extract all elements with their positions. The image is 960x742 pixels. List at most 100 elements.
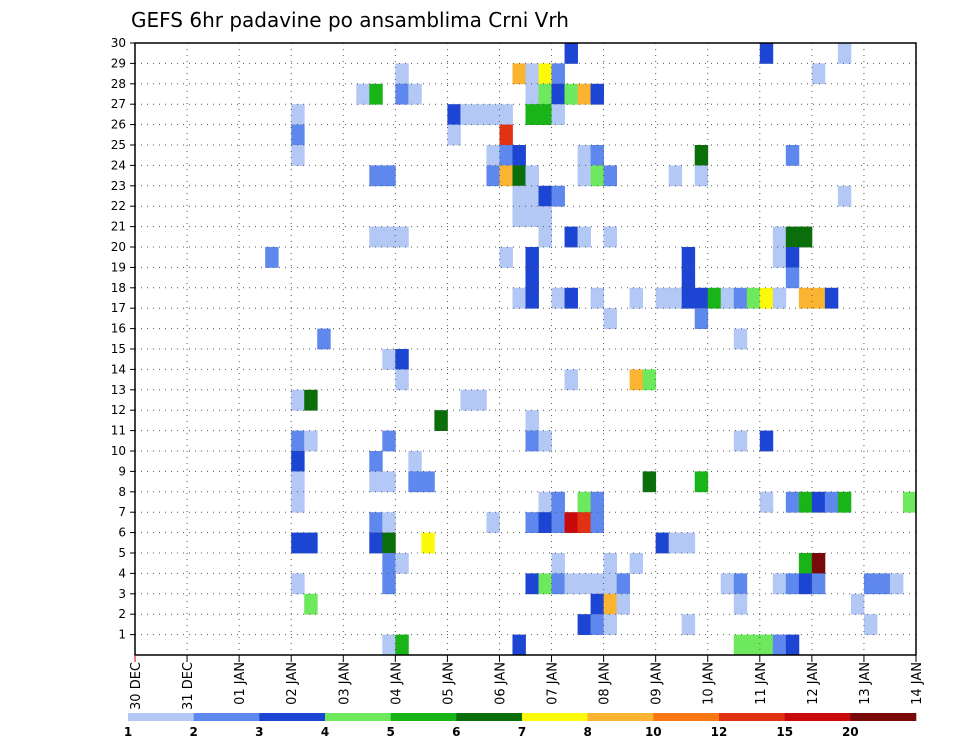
- y-tick-label: 22: [111, 199, 126, 213]
- heatmap-cell: [577, 614, 591, 635]
- heatmap-cell: [603, 593, 618, 615]
- heatmap-cell: [356, 83, 370, 105]
- heatmap-cell: [382, 634, 396, 656]
- heatmap-cell: [499, 104, 513, 125]
- colorbar-label: 8: [584, 725, 592, 739]
- y-tick-label: 27: [111, 97, 126, 111]
- heatmap-cell: [603, 226, 618, 248]
- heatmap-cell: [772, 226, 787, 248]
- heatmap-cell: [395, 369, 409, 391]
- heatmap-cell: [733, 328, 748, 350]
- heatmap-cell: [395, 63, 409, 85]
- heatmap-cell: [655, 532, 670, 554]
- heatmap-cell: [408, 451, 422, 472]
- heatmap-cell: [811, 63, 826, 85]
- heatmap-cell: [694, 145, 709, 166]
- heatmap-cell: [395, 634, 409, 656]
- heatmap-cell: [590, 287, 604, 309]
- heatmap-cell: [291, 532, 305, 554]
- heatmap-cells: [265, 43, 917, 656]
- x-tick-label: 05 JAN: [441, 662, 456, 705]
- heatmap-cell: [551, 573, 565, 595]
- heatmap-cell: [499, 145, 513, 166]
- heatmap-cell: [447, 104, 461, 125]
- colorbar-label: 6: [452, 725, 460, 739]
- heatmap-cell: [395, 349, 409, 370]
- heatmap-cell: [369, 512, 383, 533]
- heatmap-cell: [512, 165, 526, 187]
- y-tick-label: 12: [111, 403, 126, 417]
- heatmap-cell: [629, 369, 644, 391]
- colorbar-swatch: [719, 713, 785, 721]
- y-tick-label: 9: [118, 464, 126, 478]
- heatmap-cell: [902, 491, 917, 513]
- y-tick-label: 29: [111, 56, 126, 70]
- heatmap-cell: [772, 287, 787, 309]
- heatmap-cell: [317, 328, 331, 350]
- heatmap-cell: [837, 185, 852, 207]
- heatmap-cell: [785, 267, 800, 289]
- heatmap-cell: [408, 471, 422, 493]
- heatmap-cell: [551, 185, 565, 207]
- y-tick-label: 28: [111, 77, 126, 91]
- heatmap-cell: [382, 471, 396, 493]
- heatmap-cell: [694, 287, 709, 309]
- heatmap-cell: [577, 226, 591, 248]
- heatmap-cell: [382, 165, 396, 187]
- heatmap-cell: [291, 104, 305, 125]
- heatmap-cell: [603, 573, 618, 595]
- colorbar-label: 10: [645, 725, 662, 739]
- heatmap-cell: [824, 491, 839, 513]
- heatmap-cell: [369, 471, 383, 493]
- heatmap-cell: [785, 491, 800, 513]
- heatmap-cell: [668, 287, 683, 309]
- heatmap-cell: [616, 593, 631, 615]
- heatmap-cell: [863, 614, 878, 635]
- heatmap-cell: [785, 247, 800, 268]
- heatmap-cell: [291, 124, 305, 146]
- heatmap-cell: [304, 593, 318, 615]
- heatmap-cell: [694, 308, 709, 329]
- heatmap-cell: [525, 267, 539, 289]
- heatmap-cell: [408, 83, 422, 105]
- x-tick-label: 09 JAN: [650, 662, 665, 705]
- heatmap-cell: [824, 287, 839, 309]
- y-tick-label: 26: [111, 118, 126, 132]
- heatmap-cell: [525, 165, 539, 187]
- heatmap-cell: [759, 491, 774, 513]
- heatmap-cell: [525, 573, 539, 595]
- heatmap-cell: [369, 532, 383, 554]
- heatmap-cell: [499, 165, 513, 187]
- heatmap-cell: [629, 287, 644, 309]
- grid-lines: [135, 43, 916, 655]
- y-tick-label: 2: [118, 607, 126, 621]
- heatmap-cell: [525, 104, 539, 125]
- heatmap-cell: [382, 226, 396, 248]
- x-tick-label: 02 JAN: [285, 662, 300, 705]
- heatmap-cell: [382, 349, 396, 370]
- heatmap-cell: [577, 165, 591, 187]
- heatmap-cell: [811, 491, 826, 513]
- heatmap-cell: [811, 287, 826, 309]
- heatmap-cell: [590, 614, 604, 635]
- heatmap-cell: [733, 593, 748, 615]
- colorbar-swatch: [259, 713, 326, 721]
- heatmap-cell: [369, 226, 383, 248]
- heatmap-cell: [291, 471, 305, 493]
- colorbar-swatch: [850, 713, 917, 721]
- heatmap-cell: [291, 451, 305, 472]
- colorbar-label: 15: [776, 725, 793, 739]
- colorbar-swatch: [784, 713, 851, 721]
- heatmap-cell: [863, 573, 878, 595]
- heatmap-cell: [681, 247, 696, 268]
- y-tick-label: 6: [118, 526, 126, 540]
- x-tick-label: 13 JAN: [858, 662, 873, 705]
- heatmap-cell: [681, 614, 696, 635]
- heatmap-cell: [369, 451, 383, 472]
- y-tick-label: 25: [111, 138, 126, 152]
- heatmap-cell: [577, 83, 591, 105]
- heatmap-cell: [603, 165, 618, 187]
- heatmap-cell: [772, 247, 787, 268]
- heatmap-cell: [811, 553, 826, 574]
- colorbar-label: 12: [711, 725, 728, 739]
